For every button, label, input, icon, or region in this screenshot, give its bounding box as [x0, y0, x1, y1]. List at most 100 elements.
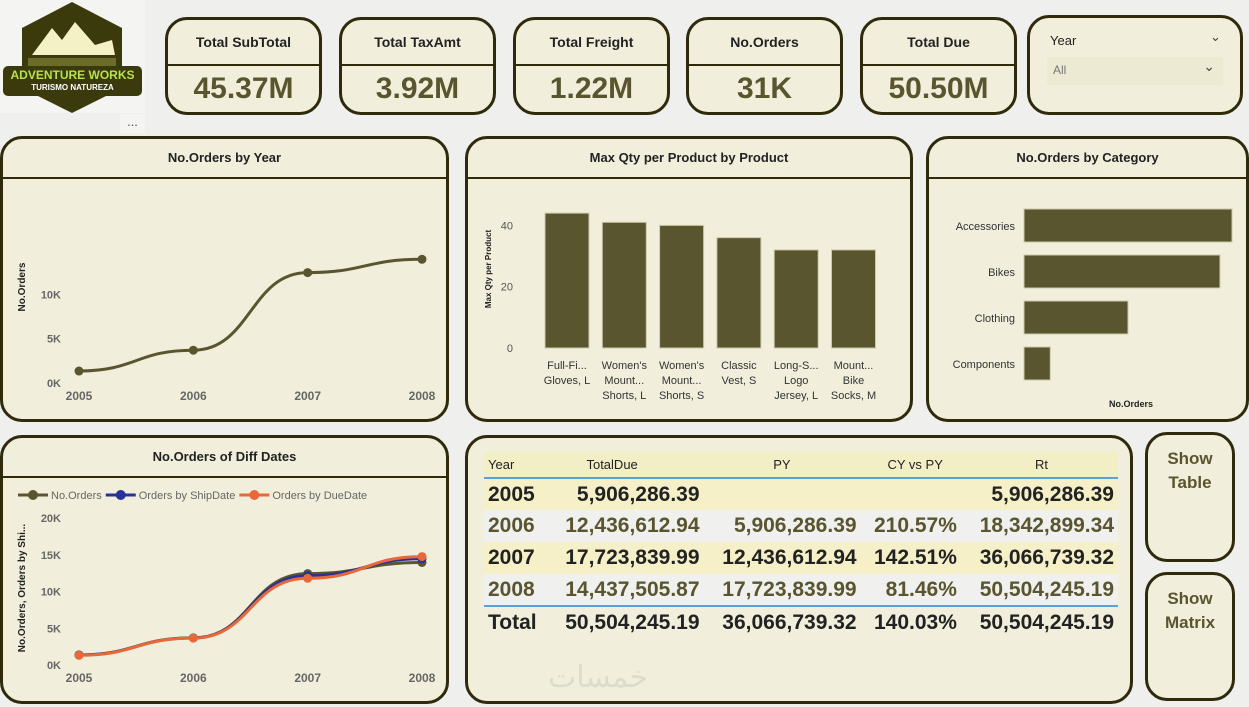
bar — [773, 249, 819, 349]
col-py[interactable]: PY — [703, 452, 861, 479]
button-label: Show — [1167, 589, 1213, 608]
col-cy-vs-py[interactable]: CY vs PY — [860, 452, 961, 479]
cell: 36,066,739.32 — [979, 546, 1114, 569]
x-tick-label: 2007 — [294, 671, 321, 685]
orders-diff-dates-panel: No.Orders of Diff Dates 0K 5K 10K 15K 20K 2005… — [0, 435, 449, 704]
cell: 2006 — [488, 514, 535, 537]
legend-marker — [28, 490, 38, 500]
logo-subtext: TURISMO NATUREZA — [31, 83, 114, 92]
cell: 2005 — [488, 482, 535, 506]
kpi-title: Total SubTotal — [168, 20, 319, 66]
cell: 210.57% — [873, 514, 957, 537]
y-tick-label: 20 — [501, 282, 513, 294]
kpi-title: No.Orders — [689, 20, 840, 66]
logo: ADVENTURE WORKS TURISMO NATUREZA — [0, 0, 145, 113]
legend-marker — [249, 490, 260, 500]
x-tick-label: 2007 — [294, 389, 321, 403]
adventure-works-logo — [3, 2, 142, 113]
button-label: Table — [1168, 473, 1212, 492]
data-point — [303, 268, 313, 278]
x-tick-label: Women's — [659, 360, 705, 372]
cell: 5,906,286.39 — [576, 482, 700, 506]
x-tick-label: 2005 — [66, 389, 93, 403]
panel-title: Max Qty per Product by Product — [468, 139, 910, 179]
series-line — [78, 257, 423, 373]
button-label: Matrix — [1164, 613, 1216, 632]
y-tick-label: Components — [953, 359, 1016, 371]
data-point — [188, 633, 198, 643]
bar — [1023, 346, 1051, 381]
panel-title: No.Orders of Diff Dates — [3, 438, 446, 478]
kpi-value: 1.22M — [549, 72, 634, 105]
show-table-button[interactable]: Show Table — [1145, 432, 1235, 562]
max-qty-panel: Max Qty per Product by Product 0 20 40 Max Q… — [465, 136, 913, 422]
y-tick-label: 0K — [47, 660, 61, 672]
y-tick-label: 15K — [41, 550, 61, 562]
bar — [601, 221, 647, 349]
kpi-total-taxamt: Total TaxAmt 3.92M — [339, 17, 496, 115]
y-axis-title: No.Orders, Orders by Shi... — [17, 524, 28, 653]
collapse-chevron-icon[interactable]: ⌄ — [1210, 29, 1221, 44]
cell: 50,504,245.19 — [565, 610, 700, 634]
data-point — [74, 650, 84, 660]
year-dropdown[interactable]: All ⌄ — [1047, 57, 1223, 85]
table-row: 2006 12,436,612.94 5,906,286.39 210.57% 18,3… — [484, 510, 1118, 542]
cell: 12,436,612.94 — [565, 514, 700, 537]
cell: 18,342,899.34 — [979, 514, 1114, 537]
x-tick-label: Vest, S — [721, 375, 756, 387]
cell: 81.46% — [885, 577, 957, 601]
x-tick-label: Jersey, L — [774, 390, 818, 402]
x-tick-label: 2008 — [409, 671, 436, 685]
data-point — [417, 552, 427, 562]
watermark: خمسات — [548, 661, 649, 694]
kpi-total-freight: Total Freight 1.22M — [513, 17, 670, 115]
data-point — [303, 573, 313, 583]
bar — [1023, 300, 1129, 335]
kpi-title: Total TaxAmt — [342, 20, 493, 66]
cell: 36,066,739.32 — [722, 610, 857, 634]
cell: 2008 — [488, 577, 535, 601]
bar — [831, 249, 876, 349]
x-tick-label: Mount... — [604, 375, 644, 387]
x-tick-label: 2008 — [409, 389, 436, 403]
y-tick-label: 10K — [41, 587, 61, 599]
show-matrix-button[interactable]: Show Matrix — [1145, 572, 1235, 701]
x-tick-label: Socks, M — [831, 390, 876, 402]
kpi-title: Total Freight — [516, 20, 667, 66]
year-slicer: Year ⌄ All ⌄ — [1027, 15, 1243, 115]
cell: 17,723,839.99 — [565, 546, 700, 569]
chevron-down-icon: ⌄ — [1203, 58, 1215, 74]
more-options-button[interactable]: ... — [120, 114, 145, 133]
cell: 5,906,286.39 — [733, 514, 857, 537]
orders-by-category-panel: No.Orders by Category Accessories Bikes Clo… — [926, 136, 1249, 422]
y-tick-label: Clothing — [975, 313, 1015, 325]
y-tick-label: 5K — [47, 334, 61, 346]
data-point — [74, 366, 84, 376]
y-tick-label: 0 — [507, 343, 513, 355]
cell: 5,906,286.39 — [991, 482, 1114, 506]
table-row: 2005 5,906,286.39 5,906,286.39 — [484, 478, 1118, 510]
cell: 12,436,612.94 — [722, 546, 857, 569]
panel-title: No.Orders by Year — [3, 139, 446, 179]
x-axis-title: No.Orders — [1109, 399, 1153, 409]
bar — [544, 212, 590, 349]
x-tick-label: Long-S... — [774, 360, 819, 372]
col-year[interactable]: Year — [484, 452, 547, 479]
dropdown-value: All — [1053, 63, 1067, 77]
y-tick-label: Accessories — [956, 221, 1016, 233]
cell: 2007 — [488, 546, 535, 569]
cell: 17,723,839.99 — [722, 577, 857, 601]
x-tick-label: 2005 — [66, 671, 93, 685]
x-tick-label: Full-Fi... — [547, 360, 587, 372]
y-tick-label: Bikes — [988, 267, 1015, 279]
table-row: 2007 17,723,839.99 12,436,612.94 142.51% 36,… — [484, 542, 1118, 574]
y-tick-label: 20K — [41, 513, 61, 525]
kpi-total-due: Total Due 50.50M — [860, 17, 1017, 115]
kpi-title: Total Due — [863, 20, 1014, 66]
col-rt[interactable]: Rt — [960, 452, 1118, 479]
table-row: 2008 14,437,505.87 17,723,839.99 81.46% 50,5… — [484, 574, 1118, 606]
y-tick-label: 5K — [47, 623, 61, 635]
button-label: Show — [1167, 449, 1213, 468]
kpi-value: 3.92M — [375, 72, 460, 105]
col-totaldue[interactable]: TotalDue — [546, 452, 704, 479]
